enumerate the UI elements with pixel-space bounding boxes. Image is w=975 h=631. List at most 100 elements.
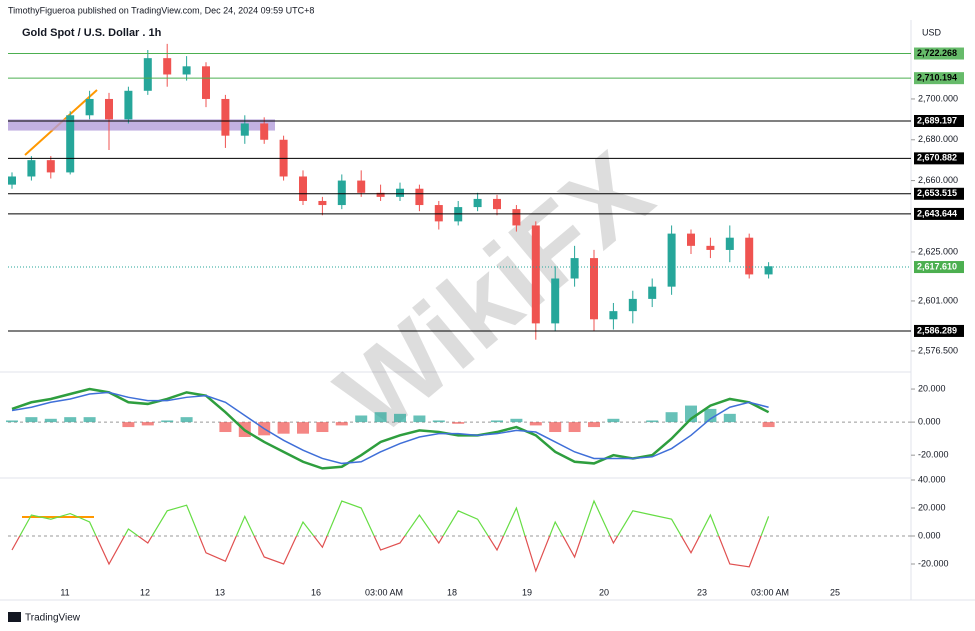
candle-body [27,160,36,177]
y-tick-label: 20.000 [918,383,946,393]
candle-body [182,66,191,75]
x-tick-label: 19 [522,587,532,597]
histogram-bar [432,420,445,423]
x-tick-label: 18 [447,587,457,597]
candle-body [531,225,540,324]
brand: TradingView [25,613,81,624]
x-tick-label: 03:00 AM [365,587,403,597]
level-label-bg [914,72,964,85]
candle-body [551,278,560,324]
histogram-bar [219,422,232,433]
candle-body [473,198,482,208]
y-tick-label: 2,601.000 [918,295,958,305]
candle-body [299,176,307,201]
candle-body [590,258,598,320]
level-label: 2,722.268 [917,48,957,58]
zone [8,119,275,131]
histogram-bar [568,422,581,433]
level-label-bg [914,207,964,220]
y-tick-label: 2,680.000 [918,134,958,144]
candle-body [745,237,754,275]
macd-line [11,387,770,470]
histogram-bar [491,420,503,423]
candle-body [764,266,773,275]
level-label-bg [914,187,964,200]
x-tick-label: 12 [140,587,150,597]
level-label-bg [914,261,964,274]
x-tick-label: 11 [60,587,69,597]
histogram-bar [394,413,406,423]
candle-body [396,188,404,197]
y-tick-label: -20.000 [918,450,949,460]
y-tick-label: 0.000 [918,530,941,540]
candle-body [570,258,579,279]
histogram-bar [161,420,174,423]
candle-body [163,58,172,75]
candle-body [66,115,75,173]
candle-body [609,311,618,320]
histogram-bar [141,422,154,426]
candle-body [85,98,94,116]
candle-body [493,198,501,210]
candle-body [512,209,521,226]
x-tick-label: 16 [311,587,321,597]
histogram-bar [297,422,309,434]
candle-body [434,205,443,222]
candle-body [8,176,16,185]
candle-body [124,90,133,120]
x-tick-label: 03:00 AM [751,587,789,597]
x-tick-label: 13 [215,587,225,597]
x-tick-label: 23 [697,587,707,597]
histogram-bar [510,418,523,423]
y-tick-label: 20.000 [918,502,946,512]
histogram-bar [180,417,193,423]
histogram-bar [64,417,77,423]
candle-body [376,192,385,197]
candle-body [46,160,55,173]
x-tick-label: 20 [599,587,609,597]
histogram-bar [25,417,38,423]
oscillator-line [19,499,770,536]
macd-line [11,391,769,465]
level-label: 2,689.197 [917,115,957,125]
level-label: 2,710.194 [917,73,957,83]
level-label: 2,586.289 [917,325,957,335]
candle-body [687,233,695,246]
level-label-bg [914,152,964,165]
x-tick-label: 25 [830,587,840,597]
histogram-bar [588,422,600,428]
y-tick-label: 0.000 [918,416,941,426]
candle-body [260,123,269,140]
candle-body [202,66,210,99]
histogram-bar [723,413,736,423]
histogram-bar [6,420,18,423]
histogram-bar [277,422,290,434]
histogram-bar [316,422,329,433]
price-pane [8,43,773,340]
chart-title: Gold Spot / U.S. Dollar . 1h [22,27,162,39]
level-label: 2,653.515 [917,188,957,198]
level-label: 2,670.882 [917,153,957,163]
oscillator-line [11,536,762,573]
y-tick-label: 2,625.000 [918,246,958,256]
level-label-bg [914,324,964,337]
histogram-bar [44,418,57,423]
byline: TimothyFigueroa published on TradingView… [8,5,314,15]
candle-body [105,98,113,120]
histogram-bar [646,420,659,423]
candle-body [628,298,637,312]
y-tick-label: 2,700.000 [918,93,958,103]
histogram-bar [549,422,562,433]
histogram-bar [83,417,96,423]
candle-body [667,233,676,287]
y-tick-label: -20.000 [918,558,949,568]
y-tick-label: 2,576.500 [918,345,958,355]
histogram-bar [374,412,387,423]
level-label-bg [914,114,964,127]
histogram-bar [529,422,542,426]
level-label: 2,643.644 [917,208,957,218]
candle-body [648,286,657,299]
histogram-bar [452,422,465,424]
histogram-bar [413,415,426,423]
